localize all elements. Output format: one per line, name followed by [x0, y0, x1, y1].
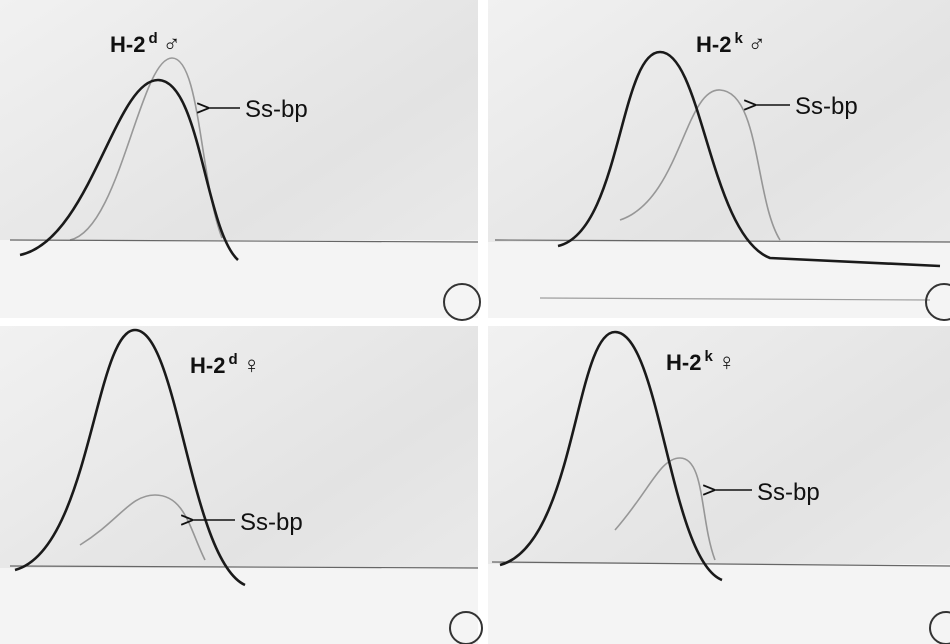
superscript: k	[704, 348, 713, 365]
panel: H-2 d ♀ Ss-bp	[0, 326, 483, 644]
baseline	[9, 239, 479, 243]
sex-symbol: ♂	[748, 31, 766, 58]
panel: H-2 d ♂ Ss-bp	[0, 0, 481, 321]
sex-symbol: ♀	[718, 349, 736, 376]
superscript: d	[148, 30, 157, 47]
panel-label: H-2 k ♀	[666, 348, 736, 376]
gel-lower	[0, 568, 478, 644]
peak	[557, 50, 941, 268]
annotation: Ss-bp	[795, 93, 858, 120]
haplotype: H-2	[110, 32, 145, 57]
haplotype: H-2	[666, 350, 701, 375]
peak	[499, 330, 723, 582]
peak	[14, 328, 246, 587]
faint-peak	[69, 57, 223, 241]
sex-symbol: ♂	[163, 31, 181, 58]
panel: H-2 k ♂ Ss-bp	[488, 0, 950, 321]
baseline	[9, 565, 479, 569]
haplotype: H-2	[696, 32, 731, 57]
well	[443, 283, 481, 321]
superscript: k	[734, 30, 743, 47]
trail	[539, 297, 931, 301]
haplotype: H-2	[190, 353, 225, 378]
panel: H-2 k ♀ Ss-bp	[488, 326, 950, 644]
well	[449, 611, 483, 644]
panel-label: H-2 k ♂	[696, 30, 766, 58]
faint-peak	[619, 89, 781, 241]
faint-peak	[79, 494, 206, 561]
baseline	[491, 561, 950, 567]
peak	[19, 78, 239, 261]
sex-symbol: ♀	[243, 352, 261, 379]
annotation: Ss-bp	[757, 479, 820, 506]
gel-lower	[0, 240, 478, 318]
gel-lower	[488, 242, 950, 318]
annotation: Ss-bp	[240, 509, 303, 536]
panel-label: H-2 d ♂	[110, 30, 181, 58]
well	[925, 283, 950, 321]
faint-peak	[614, 457, 716, 561]
superscript: d	[228, 351, 237, 368]
well	[929, 611, 950, 644]
panel-label: H-2 d ♀	[190, 351, 261, 379]
gel-lower	[488, 564, 950, 644]
annotation: Ss-bp	[245, 96, 308, 123]
